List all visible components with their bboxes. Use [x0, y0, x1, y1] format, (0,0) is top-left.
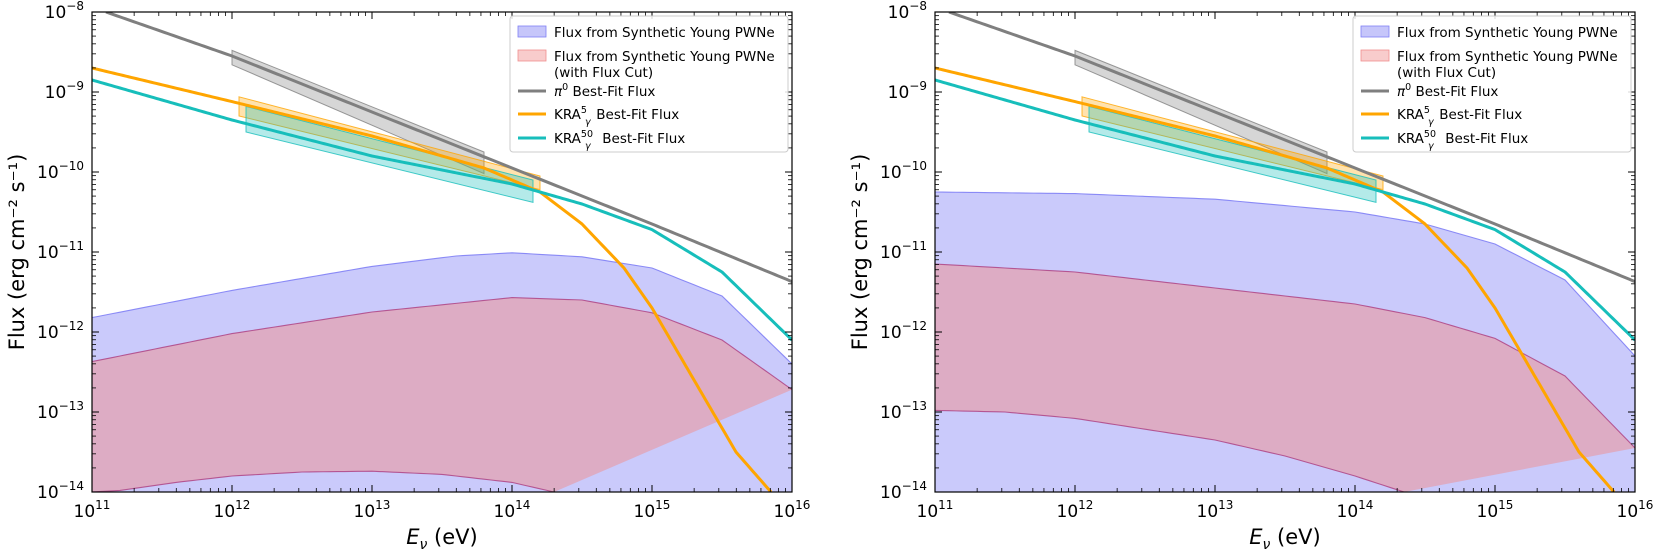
plot-area — [92, 12, 792, 492]
chart-panel-left: 1011 1012 1013 1014 1015 1016 10−14 10−13 10−12 1… — [5, 0, 810, 549]
pwne-cut-band-lower-edge — [935, 409, 1405, 492]
kra5-best-fit-line — [935, 66, 1616, 492]
legend-item: π0 Best-Fit Flux — [1361, 82, 1498, 100]
ticks — [91, 11, 793, 493]
legend-label: π0 Best-Fit Flux — [554, 82, 655, 100]
legend-item: KRA5 γ Best-Fit Flux — [518, 105, 679, 128]
x-tick-label: 1011 — [74, 498, 111, 522]
pwne-cut-band-lower-edge — [92, 470, 555, 492]
legend-item: Flux from Synthetic Young PWNe — [517, 25, 775, 41]
x-tick-label: 1014 — [1337, 498, 1374, 522]
legend-label: KRA50 γ Best-Fit Flux — [554, 129, 685, 152]
legend-item: KRA5 γ Best-Fit Flux — [1361, 105, 1522, 128]
legend-item: Flux from Synthetic Young PWNe — [1360, 25, 1618, 41]
ticks — [934, 11, 1636, 493]
kra50-best-fit-line — [935, 78, 1635, 342]
legend-label: Flux from Synthetic Young PWNe — [1397, 49, 1618, 65]
y-tick-label: 10−8 — [45, 0, 84, 23]
kra5-best-fit-line — [92, 66, 773, 492]
y-tick-label: 10−8 — [888, 0, 927, 23]
legend-label: (with Flux Cut) — [554, 65, 653, 81]
legend-item: KRA50 γ Best-Fit Flux — [518, 129, 685, 152]
plot-area — [935, 12, 1635, 492]
chart-panel-right: 1011 1012 1013 1014 1015 1016 10−14 10−13 10−12 1… — [848, 0, 1653, 549]
legend-label: Flux from Synthetic Young PWNe — [554, 25, 775, 41]
legend-label: KRA5 γ Best-Fit Flux — [1397, 105, 1522, 128]
y-tick-label: 10−13 — [880, 399, 927, 423]
y-tick-label: 10−10 — [880, 159, 927, 183]
legend-label: Flux from Synthetic Young PWNe — [1397, 25, 1618, 41]
kra50-best-fit-line — [92, 78, 792, 342]
y-tick-label: 10−14 — [37, 479, 84, 503]
x-tick-label: 1015 — [1477, 498, 1514, 522]
legend-item: KRA50 γ Best-Fit Flux — [1361, 129, 1528, 152]
x-tick-label: 1015 — [634, 498, 671, 522]
y-tick-label: 10−11 — [37, 239, 84, 263]
legend-swatch — [1360, 49, 1390, 62]
x-tick-label: 1016 — [1617, 498, 1654, 522]
y-tick-label: 10−9 — [45, 79, 84, 103]
y-tick-label: 10−12 — [37, 319, 84, 343]
y-tick-label: 10−12 — [880, 319, 927, 343]
x-tick-label: 1014 — [494, 498, 531, 522]
pwne-cut-band-upper-edge — [92, 297, 792, 391]
y-tick-label: 10−10 — [37, 159, 84, 183]
x-tick-label: 1016 — [774, 498, 811, 522]
legend-label: KRA50 γ Best-Fit Flux — [1397, 129, 1528, 152]
legend-item: π0 Best-Fit Flux — [518, 82, 655, 100]
pwne-band-upper-edge — [935, 191, 1635, 357]
legend-box — [509, 15, 789, 153]
y-axis-title: Flux (erg cm⁻² s⁻¹) — [5, 154, 29, 351]
x-tick-label: 1013 — [1197, 498, 1234, 522]
legend-label: (with Flux Cut) — [1397, 65, 1496, 81]
pwne-cut-band — [935, 264, 1635, 492]
legend-label: Flux from Synthetic Young PWNe — [554, 49, 775, 65]
pwne-cut-band — [92, 297, 792, 492]
x-axis-title: Eν (eV) — [406, 525, 477, 549]
pi0-best-fit-line — [948, 12, 1635, 283]
legend-swatch — [1360, 25, 1390, 38]
x-axis-title: Eν (eV) — [1249, 525, 1320, 549]
legend-swatch — [517, 25, 547, 38]
x-tick-label: 1013 — [354, 498, 391, 522]
y-tick-label: 10−9 — [888, 79, 927, 103]
y-axis-title: Flux (erg cm⁻² s⁻¹) — [848, 154, 872, 351]
legend-item: Flux from Synthetic Young PWNe(with Flux… — [1360, 49, 1618, 81]
y-tick-label: 10−11 — [880, 239, 927, 263]
x-tick-label: 1011 — [917, 498, 954, 522]
y-tick-label: 10−13 — [37, 399, 84, 423]
x-tick-label: 1012 — [1057, 498, 1094, 522]
legend-box — [1352, 15, 1632, 153]
legend-label: KRA5 γ Best-Fit Flux — [554, 105, 679, 128]
x-tick-label: 1012 — [214, 498, 251, 522]
legend-item: Flux from Synthetic Young PWNe(with Flux… — [517, 49, 775, 81]
legend-label: π0 Best-Fit Flux — [1397, 82, 1498, 100]
legend-swatch — [517, 49, 547, 62]
pi0-best-fit-line — [105, 12, 792, 283]
pwne-band-upper-edge — [92, 252, 792, 365]
y-tick-label: 10−14 — [880, 479, 927, 503]
